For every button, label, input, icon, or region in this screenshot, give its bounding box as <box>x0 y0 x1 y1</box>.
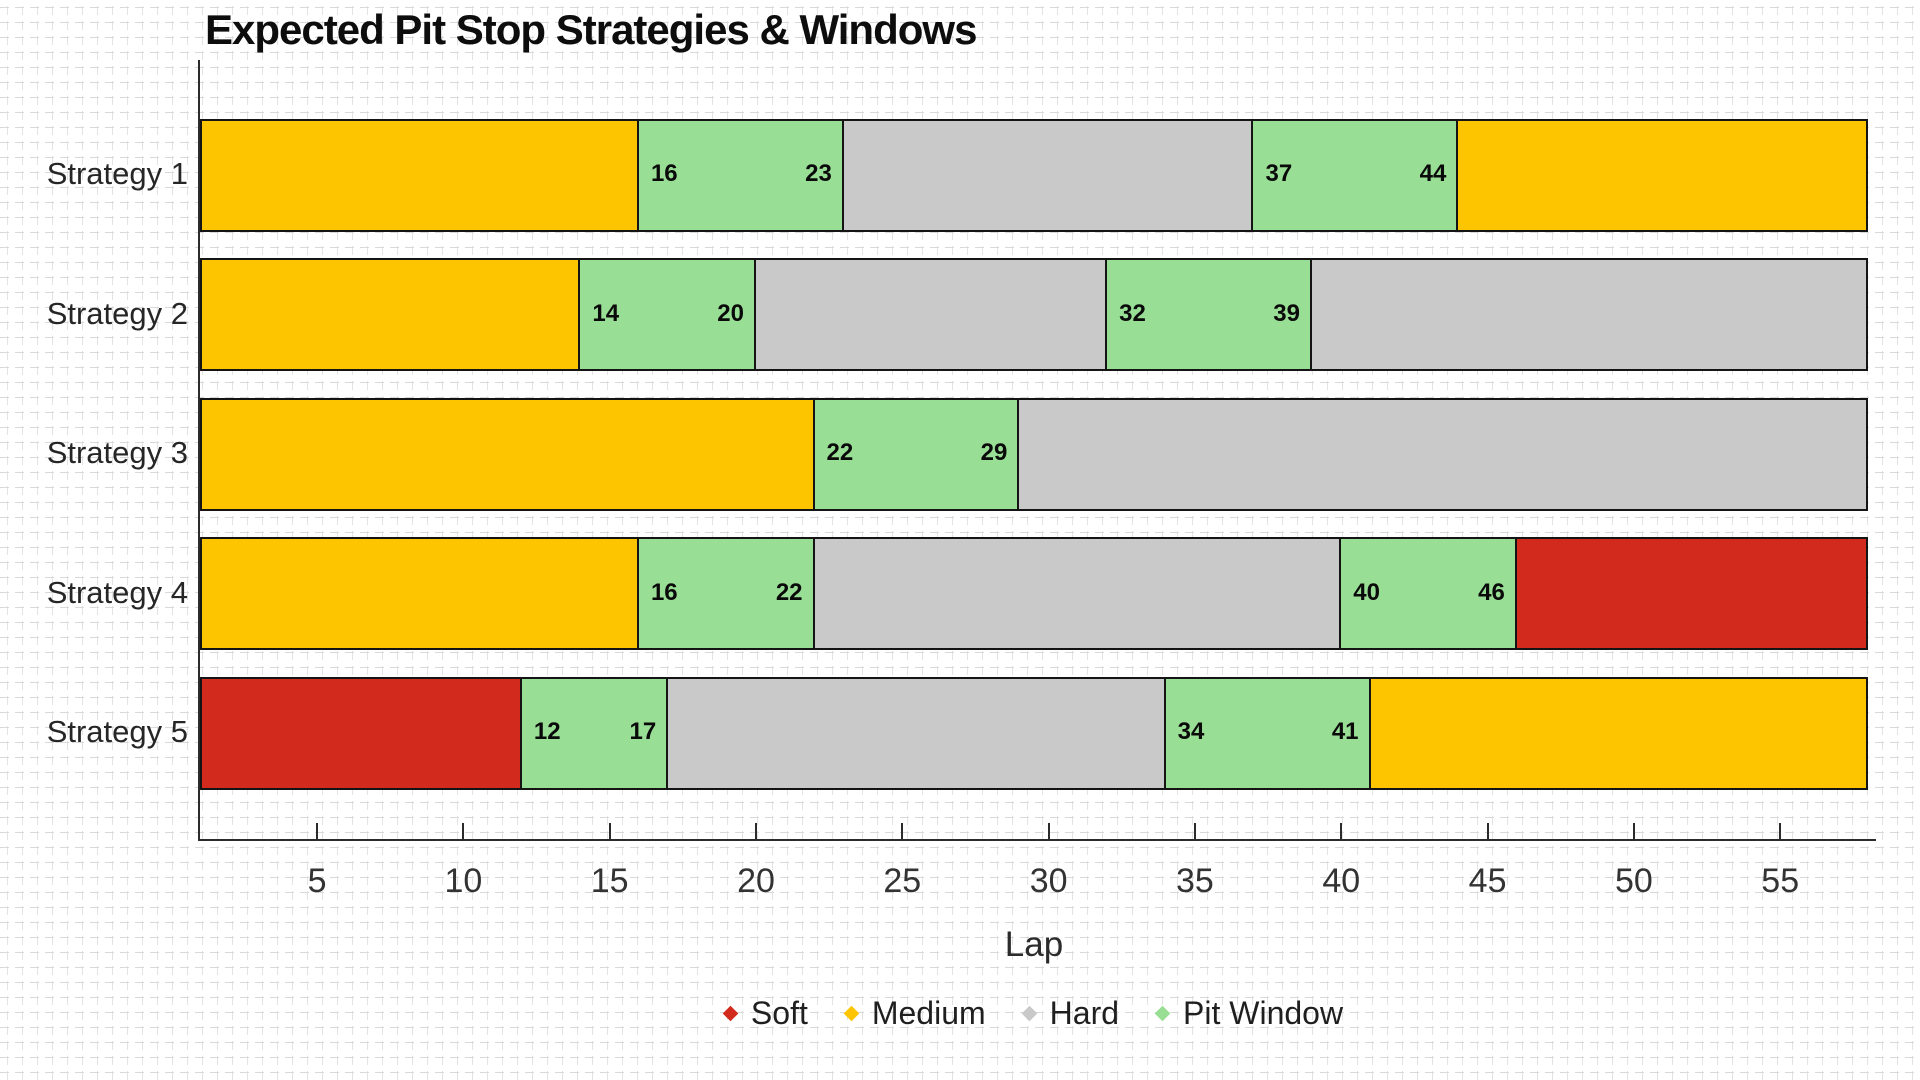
legend-item-medium: Medium <box>843 994 986 1032</box>
x-axis-tick-label: 40 <box>1322 862 1361 900</box>
x-axis-tick <box>901 823 904 839</box>
x-axis-tick-label: 50 <box>1614 862 1653 900</box>
row-label-strategy: Strategy 5 <box>46 714 188 750</box>
pit-window-end-lap: 41 <box>1331 718 1359 746</box>
x-axis-tick-label: 15 <box>590 862 629 900</box>
row-label-strategy: Strategy 3 <box>46 435 188 471</box>
row-label-strategy: Strategy 1 <box>46 156 188 191</box>
x-axis-tick <box>1486 823 1489 839</box>
x-axis-spine <box>198 839 1876 841</box>
x-axis-tick <box>1340 823 1343 839</box>
bar-segment-soft <box>200 676 522 790</box>
pit-window-start-lap: 40 <box>1353 578 1380 606</box>
x-axis-tick <box>1632 823 1635 839</box>
bar-segment-soft <box>1514 537 1868 651</box>
y-axis-spine <box>198 60 200 841</box>
bar-segment-medium <box>1456 118 1868 232</box>
pit-window-start-lap: 37 <box>1265 160 1293 187</box>
pit-window-end-lap: 20 <box>717 299 744 327</box>
x-axis-tick-label: 35 <box>1176 862 1214 900</box>
pit-window-start-lap: 22 <box>826 439 854 467</box>
x-axis-tick-label: 25 <box>883 862 922 900</box>
x-axis-label: Lap <box>1004 925 1064 964</box>
x-axis-tick-label: 20 <box>737 862 775 900</box>
pit-window-end-lap: 29 <box>980 439 1008 467</box>
x-axis-tick-label: 5 <box>307 862 327 900</box>
pit-window-end-lap: 39 <box>1273 299 1300 327</box>
legend-item-pit_window: Pit Window <box>1154 994 1344 1032</box>
legend-label: Soft <box>750 994 808 1031</box>
pit-window-start-lap: 14 <box>592 299 620 327</box>
pit-window-end-lap: 44 <box>1419 160 1447 187</box>
legend: Soft Medium Hard Pit Window <box>200 992 1868 1034</box>
x-axis-tick-label: 10 <box>444 862 483 900</box>
legend-label: Medium <box>871 994 986 1031</box>
bar-segment-hard <box>1017 397 1868 511</box>
x-axis-tick <box>1047 823 1050 839</box>
x-axis-tick <box>1779 823 1782 839</box>
legend-marker-hard-icon <box>1021 1005 1037 1021</box>
x-axis-tick-label: 45 <box>1468 862 1507 900</box>
x-axis-tick <box>316 823 319 839</box>
pit-window-end-lap: 22 <box>775 578 803 606</box>
bar-segment-hard <box>812 537 1342 651</box>
legend-label: Hard <box>1049 994 1120 1031</box>
x-axis-tick <box>462 823 465 839</box>
pit-window-start-lap: 16 <box>650 578 678 606</box>
pit-window-start-lap: 32 <box>1119 299 1146 327</box>
bar-segment-medium <box>200 537 639 651</box>
legend-marker-soft-icon <box>722 1005 739 1021</box>
row-label-strategy: Strategy 4 <box>46 574 188 610</box>
row-label-strategy: Strategy 2 <box>46 295 188 331</box>
pit-window-start-lap: 16 <box>650 160 678 187</box>
bar-segment-pit_window <box>1339 537 1517 651</box>
x-axis-tick <box>1193 823 1196 839</box>
x-axis-tick <box>755 823 757 839</box>
pit-window-end-lap: 23 <box>805 160 832 187</box>
bar-segment-pit_window <box>519 676 669 790</box>
bar-segment-pit_window <box>1105 258 1312 372</box>
x-axis-tick-label: 55 <box>1761 862 1800 900</box>
pit-window-start-lap: 12 <box>533 718 561 746</box>
bar-segment-hard <box>1310 258 1868 372</box>
chart-title: Expected Pit Stop Strategies & Windows <box>205 6 977 53</box>
legend-marker-medium-icon <box>843 1005 860 1021</box>
bar-segment-medium <box>200 258 581 372</box>
bar-segment-pit_window <box>1251 118 1459 232</box>
x-axis-tick <box>608 823 611 839</box>
bar-segment-pit_window <box>812 397 1020 511</box>
pit-window-end-lap: 46 <box>1478 578 1505 606</box>
pit-window-end-lap: 17 <box>629 718 657 746</box>
legend-label: Pit Window <box>1183 994 1344 1031</box>
bar-segment-medium <box>200 397 815 511</box>
bar-segment-pit_window <box>1163 676 1371 790</box>
legend-item-soft: Soft <box>722 994 808 1032</box>
bar-segment-hard <box>666 676 1166 790</box>
bar-segment-medium <box>1368 676 1868 790</box>
legend-item-hard: Hard <box>1021 994 1120 1032</box>
pit-window-start-lap: 34 <box>1177 718 1205 746</box>
legend-marker-pit_window-icon <box>1154 1005 1171 1021</box>
bar-segment-hard <box>754 258 1108 372</box>
bar-segment-hard <box>841 118 1254 232</box>
bar-segment-medium <box>200 118 639 232</box>
x-axis-tick-label: 30 <box>1029 862 1068 900</box>
